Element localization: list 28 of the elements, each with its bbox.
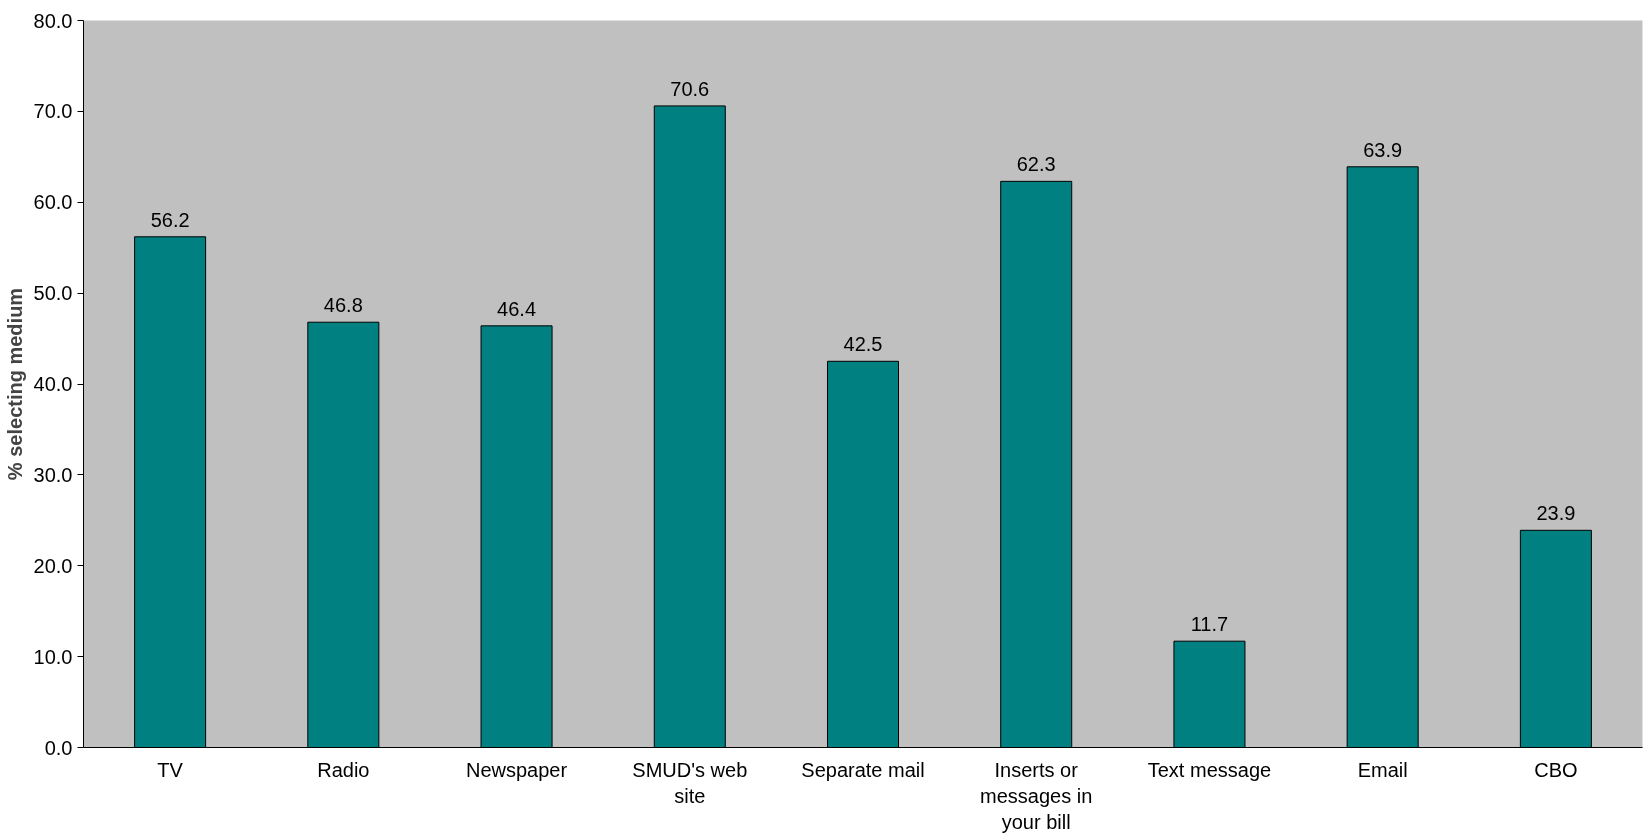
x-tick-label: Newspaper: [465, 758, 568, 781]
y-tick-label: 20.0: [33, 554, 73, 577]
y-axis-title: % selecting medium: [3, 287, 26, 481]
y-tick-label: 80.0: [33, 9, 73, 32]
data-label: 42.5: [843, 333, 883, 356]
x-tick-label: Separate mail: [801, 758, 925, 781]
x-tick-label: Text message: [1147, 758, 1272, 781]
x-tick-label: Radio: [317, 758, 370, 781]
y-tick-label: 30.0: [33, 463, 73, 486]
x-tick-label: SMUD's web site: [632, 758, 748, 807]
y-tick-label: 50.0: [33, 282, 73, 305]
y-tick-label: 40.0: [33, 373, 73, 395]
data-label: 56.2: [150, 208, 190, 231]
y-tick-label: 0.0: [44, 736, 73, 759]
y-tick-label: 10.0: [33, 645, 73, 668]
x-tick-label: TV: [157, 758, 184, 781]
data-label: 62.3: [1016, 153, 1056, 176]
y-tick-label: 70.0: [33, 100, 73, 123]
x-tick-label: Inserts or messages in your bill: [980, 758, 1093, 834]
y-tick-label: 60.0: [33, 191, 73, 214]
data-label: 46.8: [323, 294, 363, 317]
data-label: 63.9: [1363, 138, 1403, 161]
x-tick-label: Email: [1357, 758, 1408, 781]
data-label: 70.6: [670, 77, 710, 100]
x-tick-label: CBO: [1534, 758, 1578, 781]
data-label: 46.4: [497, 297, 537, 320]
data-label: 11.7: [1190, 613, 1229, 636]
data-label: 23.9: [1536, 502, 1576, 525]
